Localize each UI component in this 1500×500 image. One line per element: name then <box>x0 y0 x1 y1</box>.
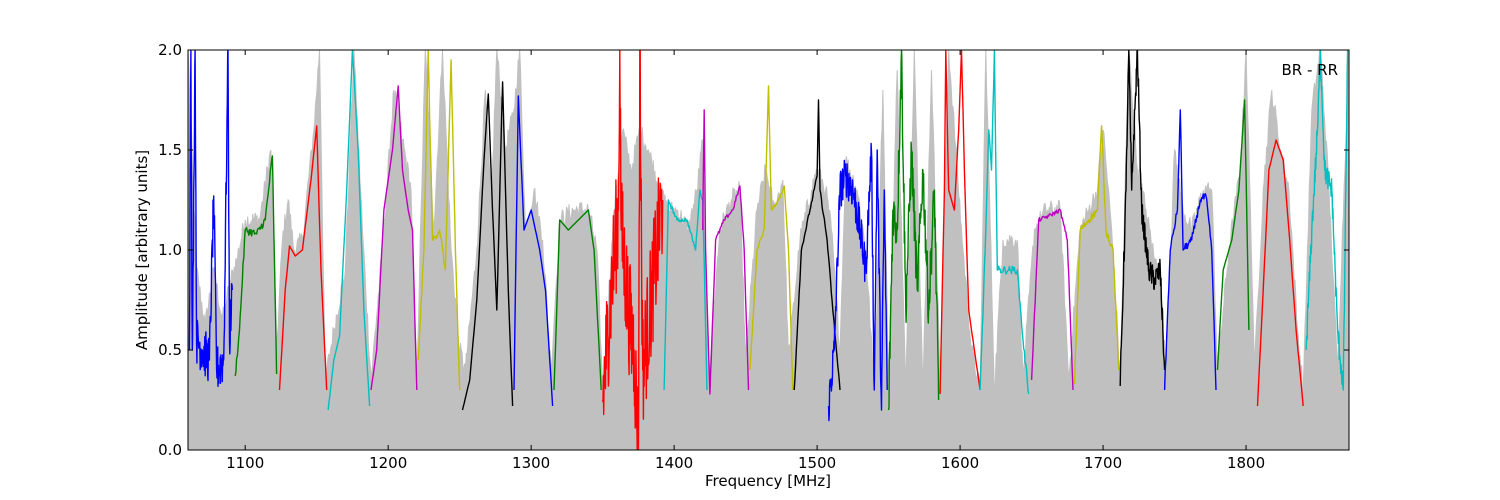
x-axis-title: Frequency [MHz] <box>705 472 831 490</box>
y-tick-label: 2.0 <box>158 41 182 59</box>
x-tick-label: 1500 <box>798 454 836 472</box>
x-tick-label: 1400 <box>655 454 693 472</box>
x-tick-label: 1300 <box>512 454 550 472</box>
y-axis-title: Amplitude [arbitrary units] <box>133 150 151 350</box>
series-line <box>327 50 371 411</box>
series-line <box>702 109 750 395</box>
series-line <box>887 50 940 411</box>
series-line <box>234 155 278 377</box>
series-line <box>1305 50 1349 391</box>
x-tick-label: 1600 <box>941 454 979 472</box>
series-line <box>461 81 514 411</box>
y-tick-label: 0.5 <box>158 341 182 359</box>
x-tick-label: 1100 <box>226 454 264 472</box>
series-line <box>1073 125 1120 385</box>
x-tick-label: 1700 <box>1084 454 1122 472</box>
y-tick-label: 1.0 <box>158 241 182 259</box>
series-line <box>1119 50 1166 387</box>
series-line <box>417 50 461 391</box>
series-line <box>553 209 602 391</box>
series-line <box>601 50 664 450</box>
series-line <box>370 85 418 391</box>
series-line <box>278 125 328 391</box>
series-line <box>663 189 708 391</box>
series-line <box>1216 99 1250 371</box>
series-line <box>749 85 794 391</box>
series-line <box>793 99 841 391</box>
series-line <box>1163 109 1217 391</box>
x-tick-label: 1800 <box>1227 454 1265 472</box>
y-tick-label: 1.5 <box>158 141 182 159</box>
series-line <box>513 95 554 407</box>
series-line <box>1256 139 1304 407</box>
series-line <box>979 50 1030 395</box>
series-line <box>1030 208 1074 391</box>
series-line <box>827 142 888 422</box>
series-line <box>939 50 981 395</box>
y-tick-label: 0.0 <box>158 441 182 459</box>
series-line <box>188 50 233 387</box>
chart-annotation: BR - RR <box>1281 61 1338 79</box>
x-tick-label: 1200 <box>369 454 407 472</box>
